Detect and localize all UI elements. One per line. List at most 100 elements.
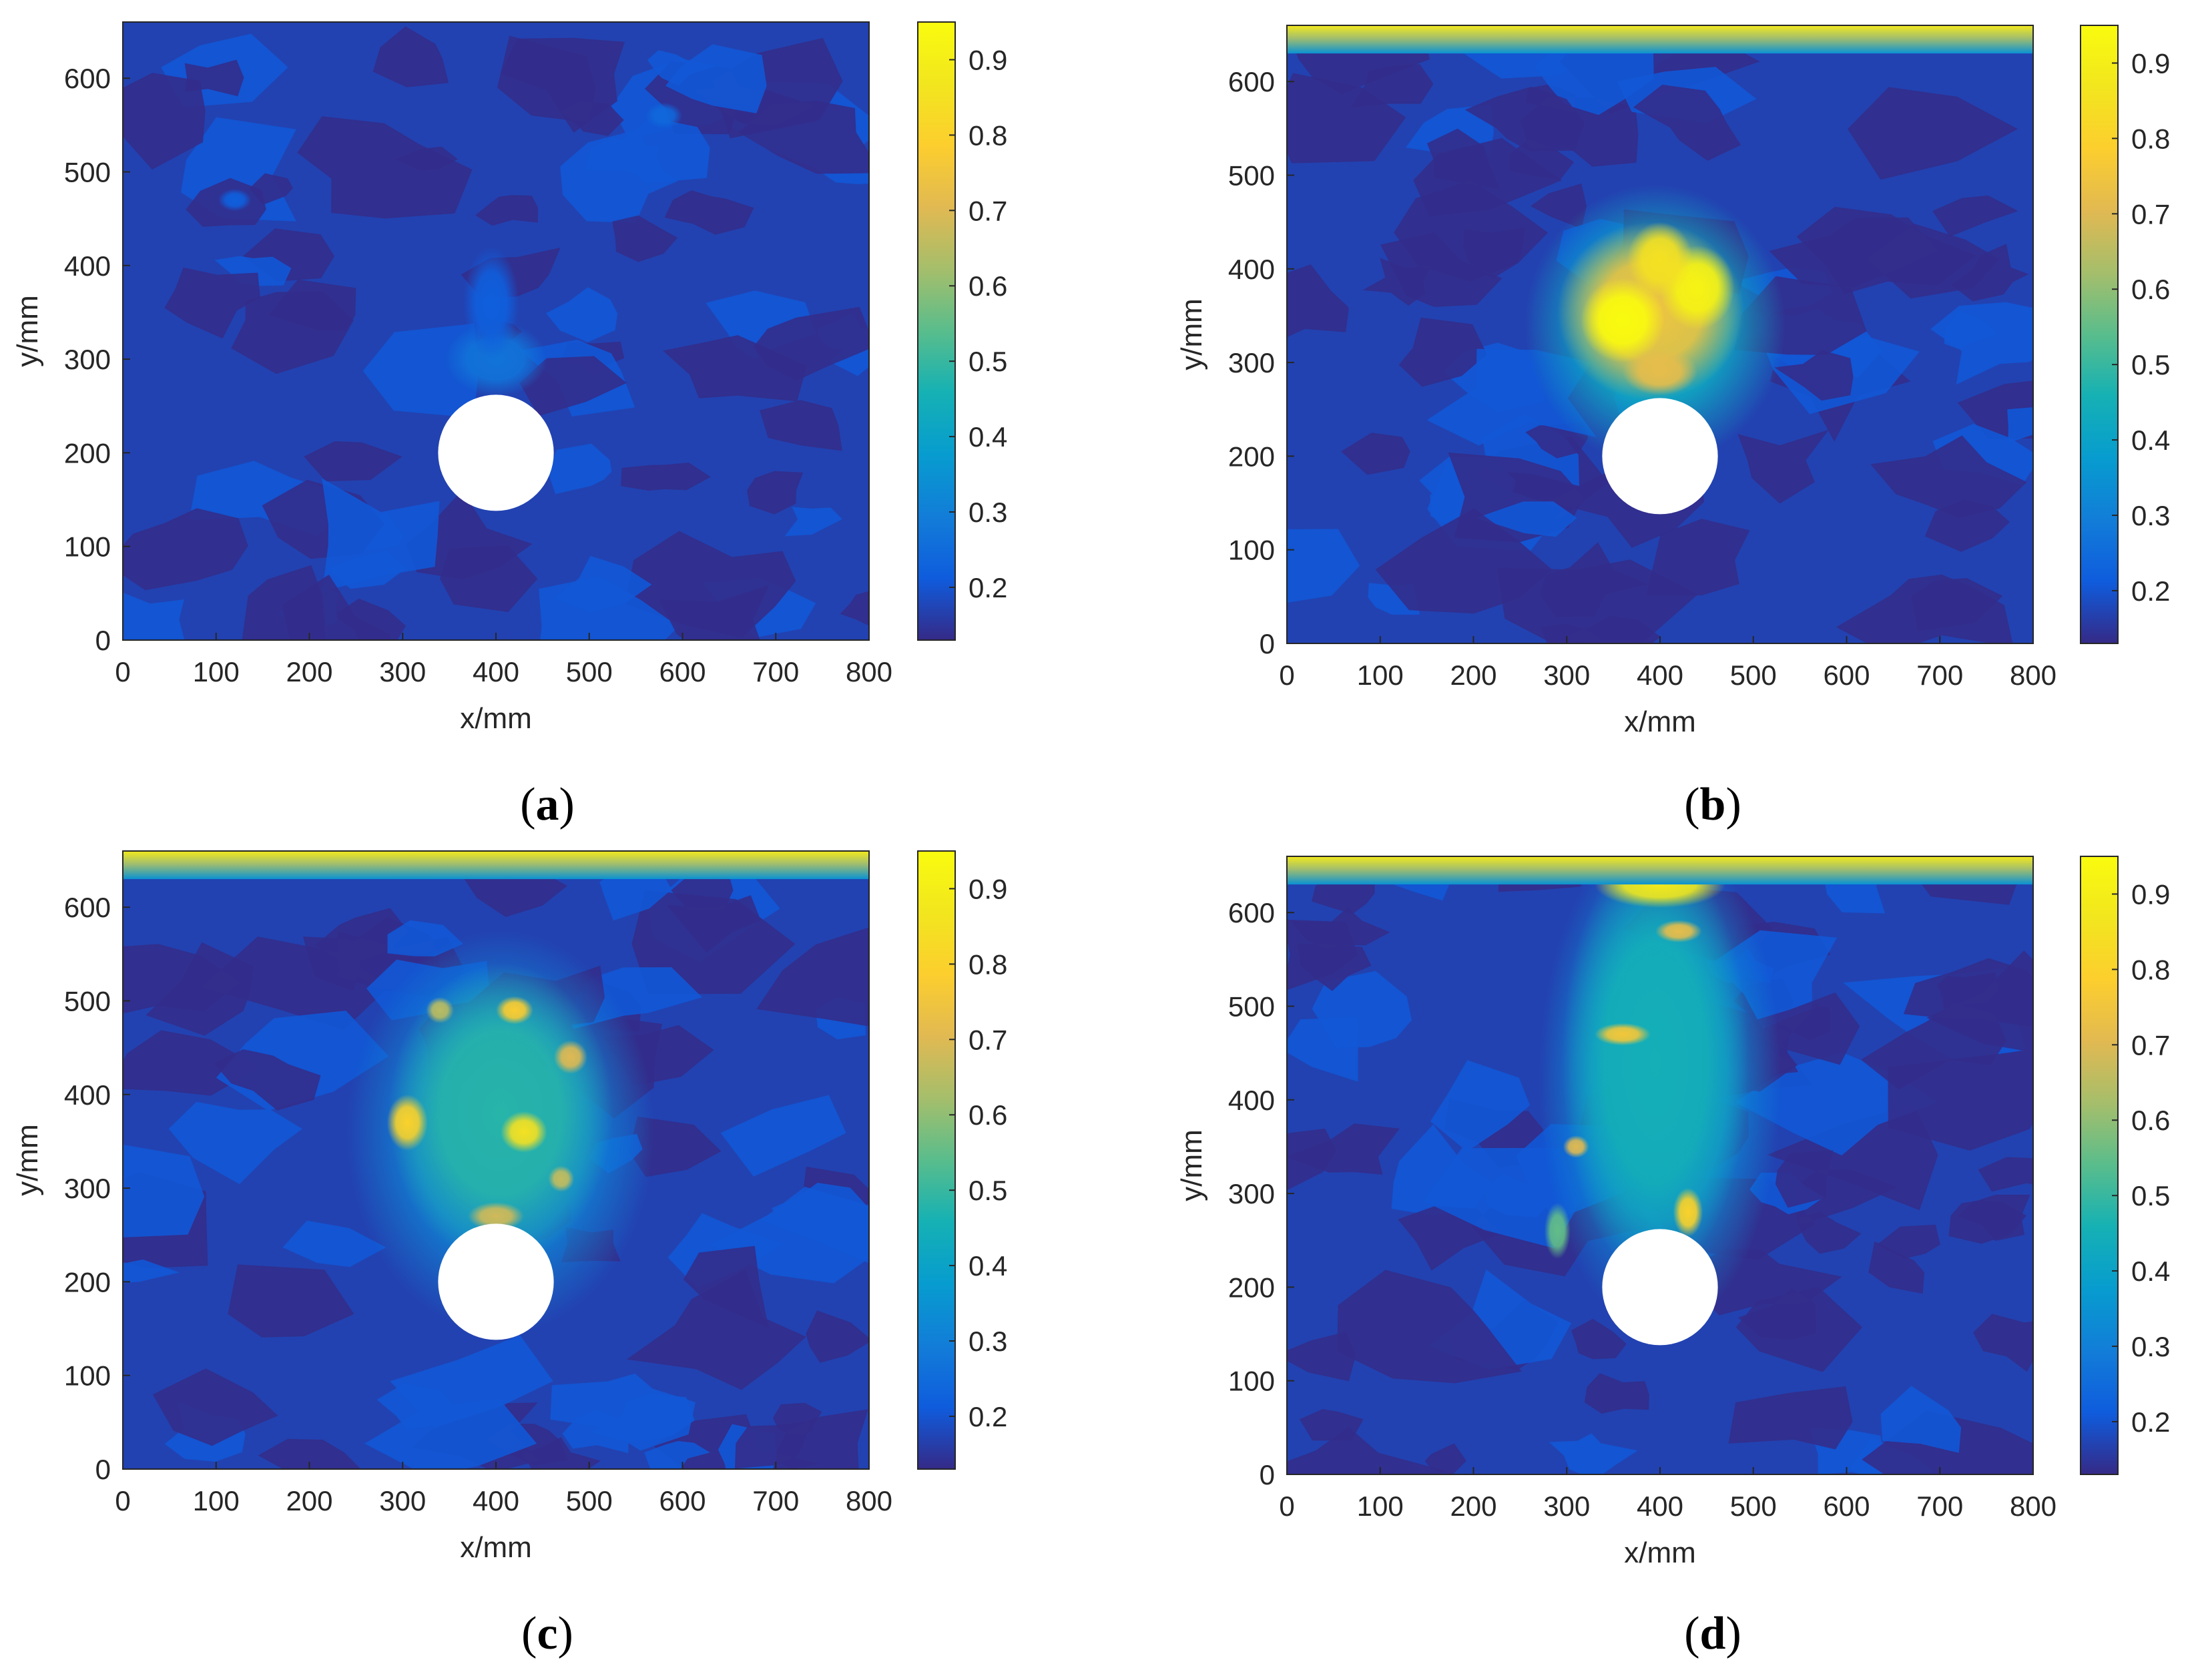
noise-blob	[1735, 1287, 1863, 1372]
noise-blob	[302, 936, 361, 991]
noise-blob	[1423, 1147, 1581, 1249]
hotspot	[386, 1094, 428, 1151]
colorbar-tick-label: 0.2	[2131, 1406, 2170, 1438]
colorbar	[2080, 25, 2119, 644]
noise-blob	[659, 585, 769, 640]
noise-blob	[242, 565, 326, 640]
noise-blob	[146, 942, 254, 1036]
x-tick-label: 400	[1637, 1490, 1683, 1522]
y-tick-label: 100	[64, 531, 111, 563]
hotspot	[468, 1202, 524, 1231]
x-tick-label: 300	[1543, 1490, 1590, 1522]
y-tick-label: 100	[1228, 535, 1275, 566]
colorbar-tick-label: 0.8	[969, 948, 1007, 980]
y-axis-label: y/mm	[1175, 1129, 1208, 1201]
noise-blob	[1737, 429, 1829, 504]
x-axis-label: x/mm	[460, 702, 532, 735]
noise-blob	[1287, 73, 1406, 164]
noise-blob	[1767, 1105, 1938, 1211]
colorbar-tick-label: 0.8	[969, 119, 1007, 151]
plot-area-c	[123, 851, 869, 1469]
circle-inclusion	[1602, 1229, 1718, 1346]
noise-blob	[1463, 227, 1525, 279]
x-tick-label: 800	[2010, 659, 2057, 691]
y-tick-label: 100	[1228, 1366, 1275, 1397]
x-tick-label: 600	[659, 1485, 706, 1516]
y-axis-label: y/mm	[11, 295, 44, 367]
colorbar-tick-label: 0.6	[2131, 1105, 2170, 1136]
y-tick-label: 300	[1228, 1178, 1275, 1209]
noise-blob	[519, 356, 627, 416]
noise-blob	[475, 195, 539, 226]
colorbar-tick-label: 0.6	[2131, 274, 2170, 305]
x-tick-label: 300	[1543, 659, 1590, 691]
top-band	[1287, 856, 2033, 885]
x-axis-label: x/mm	[460, 1531, 532, 1564]
x-tick-label: 0	[115, 656, 130, 687]
noise-blob	[612, 117, 710, 184]
noise-blob	[123, 1259, 180, 1284]
x-axis-label: x/mm	[1624, 706, 1696, 738]
panel-a: 0 100 200 300 400 500 600 700 800 0 100 200 300 400 50…	[11, 21, 1007, 830]
colorbar-tick-label: 0.6	[969, 270, 1007, 302]
panel-caption: (a)	[520, 779, 575, 830]
noise-blob	[550, 1373, 696, 1451]
noise-blob	[1337, 1270, 1522, 1384]
circle-inclusion	[438, 394, 554, 511]
colorbar-tick-label: 0.7	[2131, 1029, 2170, 1061]
x-tick-label: 0	[1279, 659, 1294, 691]
noise-blob	[1646, 519, 1750, 596]
colorbar-tick-label: 0.6	[969, 1099, 1007, 1131]
x-tick-label: 600	[1823, 1490, 1870, 1522]
noise-blob	[806, 1310, 869, 1363]
colorbar-tick-label: 0.5	[969, 346, 1007, 377]
colorbar-tick-label: 0.2	[969, 1401, 1007, 1432]
colorbar-tick-label: 0.4	[2131, 425, 2170, 456]
y-tick-label: 600	[64, 892, 111, 923]
x-axis-label: x/mm	[1624, 1536, 1696, 1569]
colorbar-tick-label: 0.5	[2131, 349, 2170, 380]
noise-blob	[1287, 529, 1360, 603]
x-tick-label: 100	[1357, 1490, 1404, 1522]
y-tick-label: 600	[1228, 897, 1275, 928]
noise-blob	[152, 1368, 278, 1446]
colorbar-tick-label: 0.9	[969, 44, 1007, 75]
y-tick-label: 0	[1260, 628, 1275, 659]
noise-blob	[2007, 407, 2033, 443]
noise-blob	[123, 73, 206, 170]
circle-inclusion	[438, 1223, 554, 1340]
noise-blob	[1312, 876, 1375, 914]
noise-blob	[1932, 195, 2018, 237]
hotspot	[1673, 1187, 1703, 1237]
colorbar	[917, 850, 956, 1470]
noise-blob	[364, 1398, 537, 1469]
noise-blob	[1888, 1049, 2033, 1151]
noise-blob	[440, 545, 538, 612]
hotspot	[1544, 1203, 1571, 1259]
noise-blob	[1868, 1241, 1924, 1294]
hotspot	[218, 188, 252, 212]
noise-blob	[1300, 1409, 1364, 1441]
colorbar-tick-label: 0.3	[969, 497, 1007, 528]
panel-d: 0 100 200 300 400 500 600 700 800 0 100 200 300 400 50…	[1175, 856, 2170, 1659]
noise-blob	[626, 1269, 806, 1390]
noise-blob	[372, 26, 449, 87]
hotspot	[1655, 920, 1702, 943]
hotspot	[445, 321, 547, 397]
y-tick-label: 500	[1228, 991, 1275, 1022]
noise-blob	[1424, 1443, 1466, 1474]
hotspot	[1595, 1023, 1651, 1046]
y-tick-label: 300	[64, 1173, 111, 1204]
x-tick-label: 700	[752, 656, 799, 687]
colorbar-tick-label: 0.7	[969, 1024, 1007, 1055]
hotspot	[645, 102, 683, 129]
noise-blob	[644, 1441, 710, 1469]
noise-blob	[1427, 128, 1500, 190]
x-tick-label: 400	[1637, 659, 1683, 691]
noise-blob	[304, 441, 402, 482]
x-tick-label: 200	[286, 1485, 332, 1516]
noise-blob	[1287, 1123, 1400, 1175]
noise-blob	[754, 306, 869, 381]
noise-blob	[665, 44, 767, 113]
colorbar-tick-label: 0.5	[969, 1175, 1007, 1206]
